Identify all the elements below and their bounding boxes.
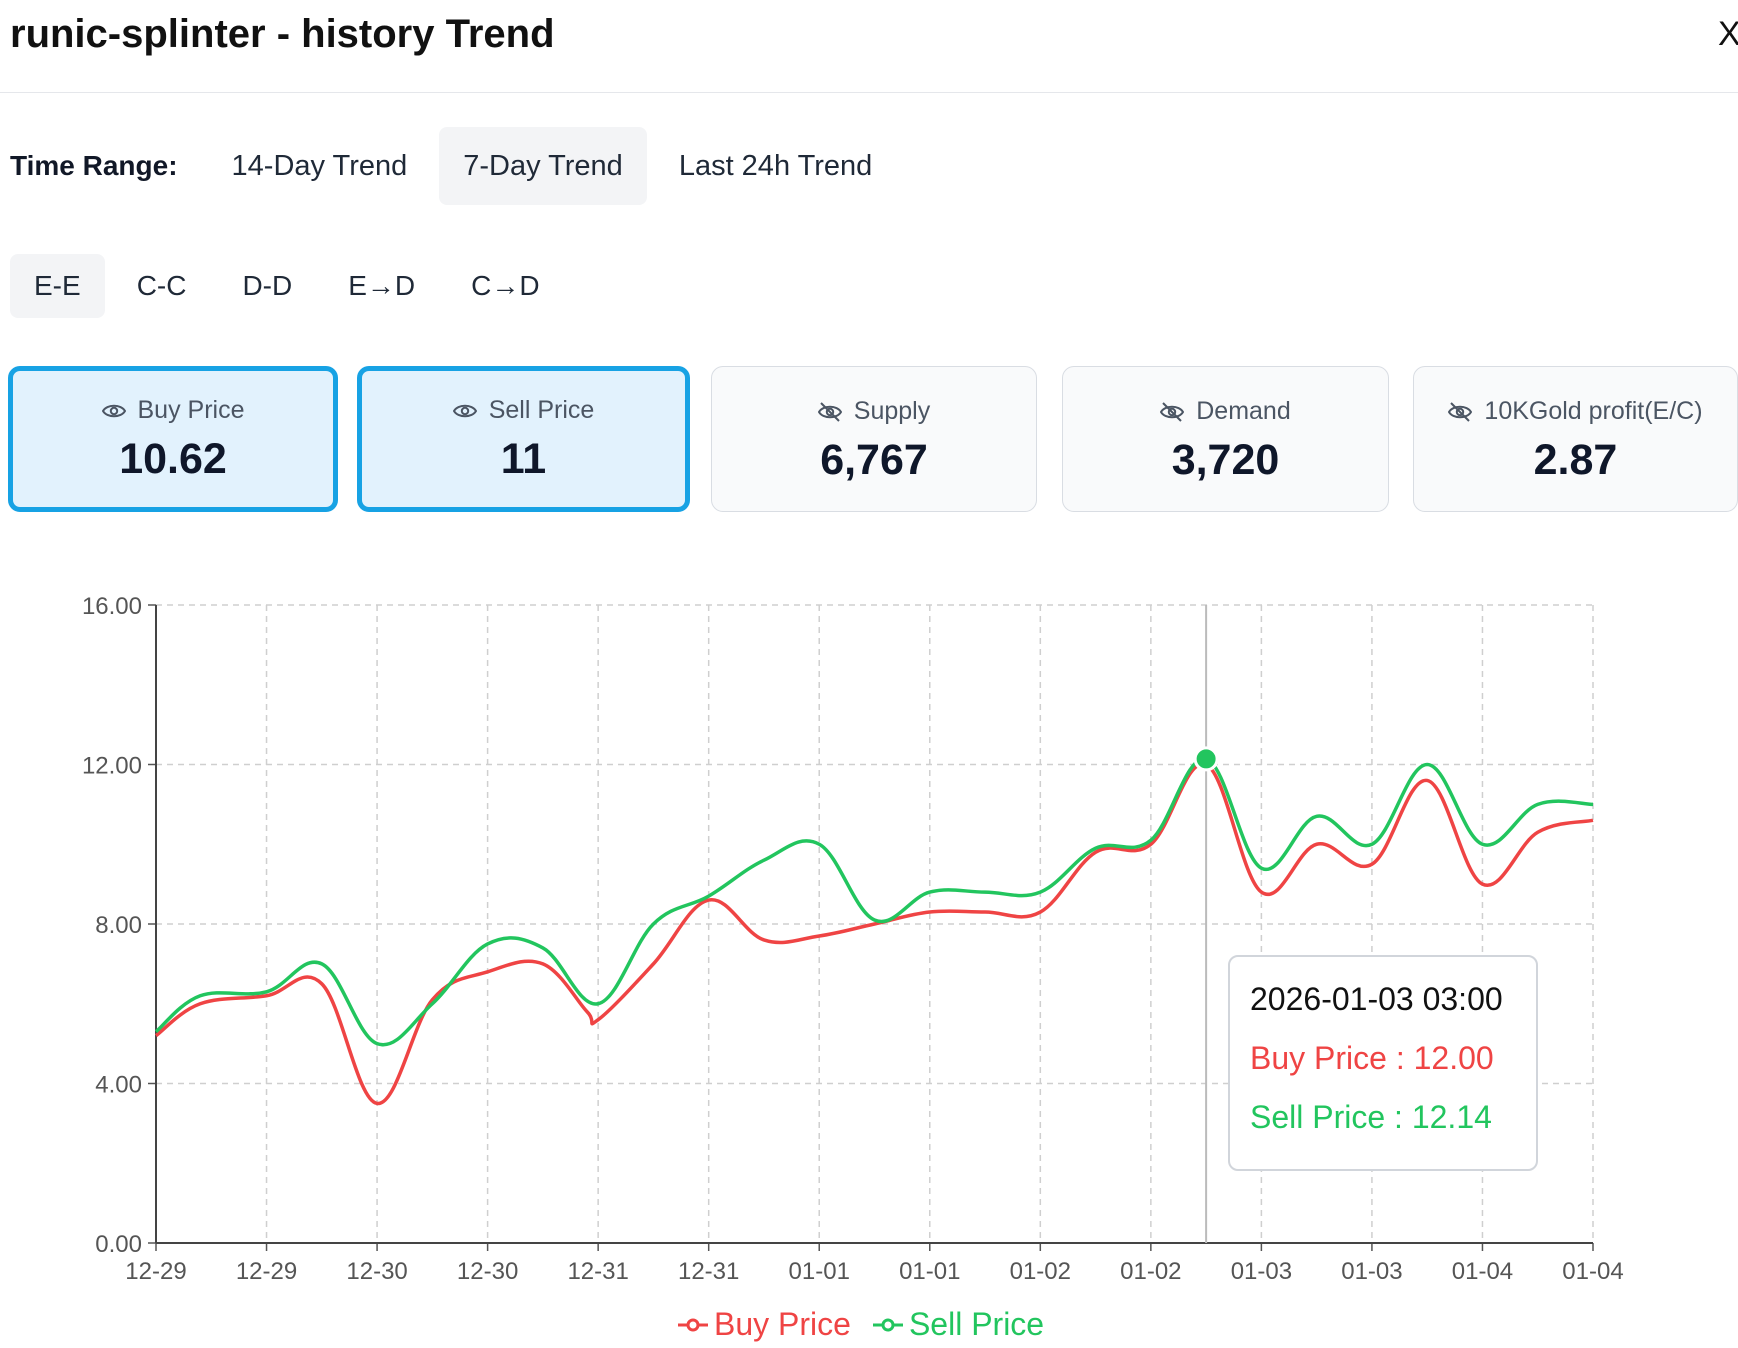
card-supply[interactable]: Supply 6,767: [711, 366, 1037, 512]
card-label-supply: Supply: [853, 397, 931, 425]
card-value-sell-price: 11: [500, 435, 547, 483]
tooltip-buy-price: Buy Price : 12.00: [1250, 1040, 1494, 1076]
chart-tooltip: 2026-01-03 03:00 Buy Price : 12.00 Sell …: [1228, 955, 1538, 1171]
tab-7-day-trend[interactable]: 7-Day Trend: [439, 127, 647, 205]
x-tick-label: 01-03: [1231, 1258, 1292, 1285]
tooltip-time: 2026-01-03 03:00: [1250, 981, 1503, 1017]
legend-buy-label: Buy Price: [714, 1306, 851, 1342]
highlight-point: [1193, 746, 1219, 772]
x-tick-label: 12-31: [567, 1258, 628, 1285]
eye-icon: [452, 404, 477, 417]
eye-off-icon: [817, 401, 842, 422]
sell-price-line: [154, 757, 1594, 1047]
card-value-buy-price: 10.62: [119, 435, 227, 483]
y-tick-label: 16.00: [82, 593, 142, 620]
card-sell-price[interactable]: Sell Price 11: [357, 366, 690, 512]
buy-price-line: [154, 762, 1594, 1106]
time-range-selector: Time Range: 14-Day Trend 7-Day Trend Las…: [10, 126, 904, 206]
x-tick-label: 01-02: [1120, 1258, 1181, 1285]
chart-legend: Buy Price Sell Price: [678, 1306, 1044, 1343]
card-label-demand: Demand: [1196, 397, 1291, 425]
legend-buy-marker-icon: [678, 1318, 708, 1331]
x-tick-label: 01-01: [789, 1258, 850, 1285]
x-tick-label: 12-31: [678, 1258, 739, 1285]
x-tick-label: 12-30: [457, 1258, 518, 1285]
y-tick-label: 4.00: [95, 1072, 142, 1099]
time-range-label: Time Range:: [10, 150, 178, 181]
card-value-10kgold-profit: 2.87: [1533, 436, 1618, 484]
card-value-supply: 6,767: [820, 436, 928, 484]
card-label-10kgold-profit: 10KGold profit(E/C): [1484, 397, 1703, 425]
x-tick-label: 01-01: [899, 1258, 960, 1285]
mode-c-c[interactable]: C-C: [136, 270, 187, 301]
card-label-buy-price: Buy Price: [137, 396, 245, 424]
mode-e-e[interactable]: E-E: [10, 254, 105, 318]
mode-c-to-d[interactable]: C→D: [471, 270, 540, 301]
eye-icon: [101, 404, 126, 417]
legend-sell-marker-icon: [872, 1318, 903, 1331]
x-tick-label: 01-04: [1452, 1258, 1513, 1285]
x-tick-label: 01-03: [1341, 1258, 1402, 1285]
card-10kgold-profit[interactable]: 10KGold profit(E/C) 2.87: [1413, 366, 1738, 512]
y-tick-label: 8.00: [95, 912, 142, 939]
price-trend-chart[interactable]: 0.00 4.00 8.00 12.00 16.00 12-29 12-29 12-30 12-…: [0, 560, 1738, 1300]
x-tick-label: 12-30: [346, 1258, 407, 1285]
y-tick-label: 0.00: [95, 1231, 142, 1258]
close-button[interactable]: X: [1718, 15, 1738, 53]
card-demand[interactable]: Demand 3,720: [1062, 366, 1389, 512]
legend-buy-price[interactable]: Buy Price: [678, 1306, 851, 1343]
eye-off-icon: [1160, 401, 1185, 422]
dialog-header: runic-splinter - history Trend X: [0, 0, 1738, 93]
legend-sell-label: Sell Price: [908, 1306, 1045, 1342]
trade-mode-selector: E-E C-C D-D E→D C→D: [10, 254, 572, 318]
mode-d-d[interactable]: D-D: [242, 270, 293, 301]
tab-14-day-trend[interactable]: 14-Day Trend: [231, 150, 408, 182]
x-tick-label: 12-29: [236, 1258, 297, 1285]
mode-e-to-d[interactable]: E→D: [348, 270, 416, 301]
legend-sell-price[interactable]: Sell Price: [872, 1306, 1045, 1343]
card-label-sell-price: Sell Price: [488, 396, 595, 424]
x-tick-label: 12-29: [125, 1258, 186, 1285]
x-tick-label: 01-02: [1010, 1258, 1071, 1285]
dialog-title: runic-splinter - history Trend: [10, 12, 555, 56]
card-value-demand: 3,720: [1171, 436, 1280, 484]
tab-last-24h-trend[interactable]: Last 24h Trend: [678, 150, 873, 182]
card-buy-price[interactable]: Buy Price 10.62: [8, 366, 338, 512]
y-tick-label: 12.00: [82, 753, 142, 780]
eye-off-icon: [1448, 401, 1473, 422]
x-tick-label: 01-04: [1562, 1258, 1623, 1285]
tooltip-sell-price: Sell Price : 12.14: [1250, 1099, 1492, 1135]
